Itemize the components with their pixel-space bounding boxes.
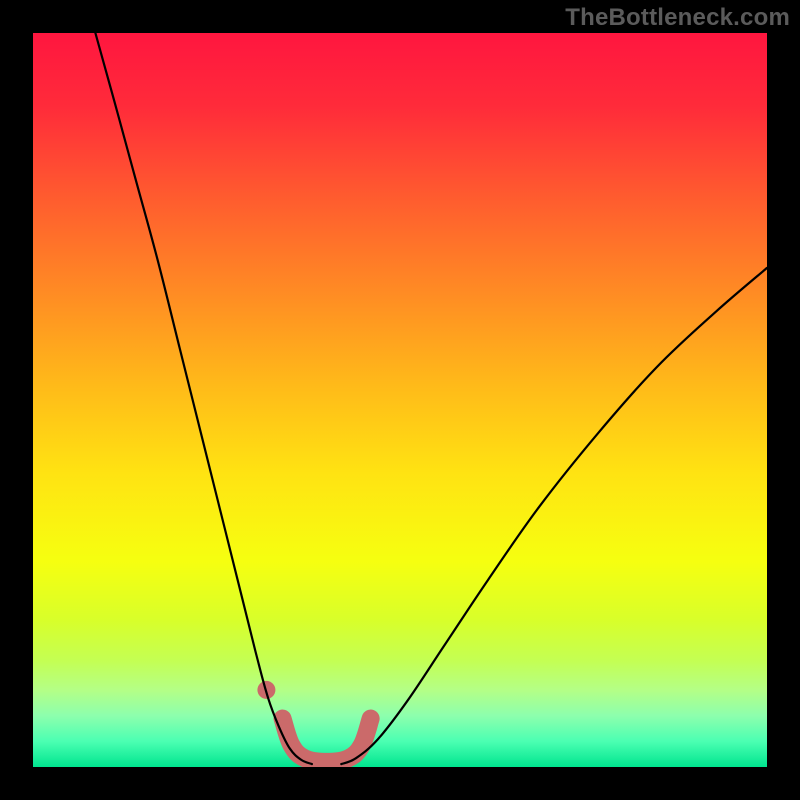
chart-container: TheBottleneck.com <box>0 0 800 800</box>
plot-background <box>33 33 767 767</box>
watermark-text: TheBottleneck.com <box>565 4 790 32</box>
bottleneck-chart <box>0 0 800 800</box>
